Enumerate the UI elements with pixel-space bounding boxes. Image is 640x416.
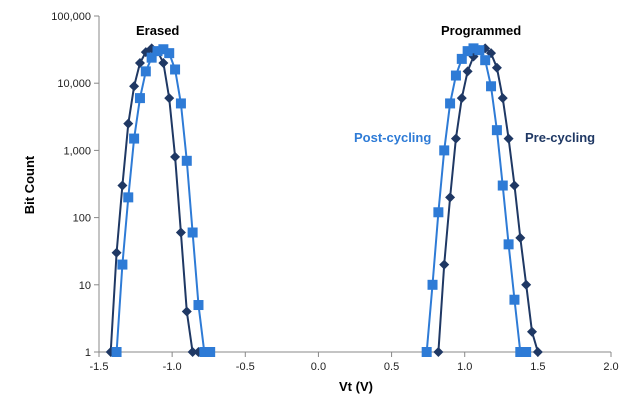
data-point — [433, 347, 444, 357]
data-point — [140, 66, 151, 77]
data-point — [503, 239, 514, 250]
data-point — [509, 180, 520, 191]
data-point — [462, 46, 473, 57]
data-point — [134, 93, 145, 104]
data-point — [129, 81, 140, 92]
y-axis-title: Bit Count — [22, 155, 37, 214]
data-point — [175, 98, 186, 109]
data-point — [456, 93, 467, 104]
data-point — [152, 46, 163, 57]
series-2 — [111, 44, 216, 357]
data-point — [181, 306, 192, 317]
data-point — [509, 294, 520, 305]
data-point — [439, 259, 450, 270]
data-point — [515, 347, 526, 357]
data-point — [491, 125, 502, 136]
data-point — [462, 66, 473, 77]
data-point — [515, 232, 526, 243]
annotation-pre-cycling: Pre-cycling — [525, 130, 595, 145]
x-axis: -1.5 -1.0 -0.5 0.0 0.5 1.0 1.5 2.0 — [90, 351, 619, 373]
x-tick-label: -1.5 — [90, 361, 109, 373]
data-point — [117, 180, 128, 191]
data-point — [199, 347, 210, 357]
data-point — [158, 57, 169, 68]
data-point — [445, 98, 456, 109]
data-point — [433, 207, 444, 218]
annotation-post-cycling: Post-cycling — [354, 130, 431, 145]
data-point — [474, 45, 485, 56]
data-point — [117, 259, 128, 270]
series-3 — [433, 43, 543, 357]
data-point — [521, 279, 532, 290]
x-tick-label: 1.0 — [457, 361, 472, 373]
data-point — [445, 192, 456, 203]
annotation-programmed: Programmed — [441, 23, 521, 38]
data-point — [123, 118, 134, 129]
y-tick-label: 10 — [79, 280, 91, 292]
data-point — [181, 155, 192, 166]
y-tick-label: 1,000 — [63, 145, 91, 157]
data-point — [503, 133, 514, 144]
data-point — [450, 70, 461, 81]
data-point — [170, 64, 181, 75]
data-point — [170, 151, 181, 162]
data-point — [486, 81, 497, 92]
data-point — [111, 347, 122, 357]
x-tick-label: -1.0 — [163, 361, 182, 373]
data-point — [480, 55, 491, 66]
data-point — [421, 347, 432, 357]
data-point — [193, 300, 204, 311]
data-point — [497, 180, 508, 191]
x-tick-label: -0.5 — [236, 361, 255, 373]
series-4 — [421, 43, 532, 357]
data-point — [164, 48, 175, 59]
data-point — [158, 44, 169, 55]
data-point — [527, 326, 538, 337]
x-axis-title: Vt (V) — [339, 379, 373, 394]
y-tick-label: 100,000 — [51, 11, 91, 23]
plot-area — [105, 43, 543, 357]
data-point — [111, 247, 122, 258]
annotation-erased: Erased — [136, 23, 179, 38]
data-point — [187, 347, 198, 357]
y-tick-label: 1 — [85, 347, 91, 359]
data-point — [129, 133, 140, 144]
y-tick-label: 10,000 — [57, 78, 91, 90]
data-point — [205, 347, 216, 357]
series-1 — [105, 43, 204, 357]
y-tick-label: 100 — [73, 213, 91, 225]
data-point — [450, 133, 461, 144]
data-point — [439, 145, 450, 156]
data-point — [497, 93, 508, 104]
y-axis: 1 10 100 1,000 10,000 100,000 — [51, 11, 100, 359]
x-tick-label: 0.5 — [384, 361, 399, 373]
x-tick-label: 0.0 — [311, 361, 326, 373]
x-tick-label: 1.5 — [530, 361, 545, 373]
data-point — [123, 192, 134, 203]
series-line — [437, 47, 539, 353]
data-point — [187, 227, 198, 238]
data-point — [456, 53, 467, 64]
data-point — [521, 347, 532, 357]
data-point — [175, 227, 186, 238]
data-point — [146, 52, 157, 63]
data-point — [532, 347, 543, 357]
data-point — [468, 43, 479, 54]
x-tick-label: 2.0 — [603, 361, 618, 373]
data-point — [427, 279, 438, 290]
data-point — [491, 62, 502, 73]
data-point — [164, 93, 175, 104]
data-point — [134, 57, 145, 68]
